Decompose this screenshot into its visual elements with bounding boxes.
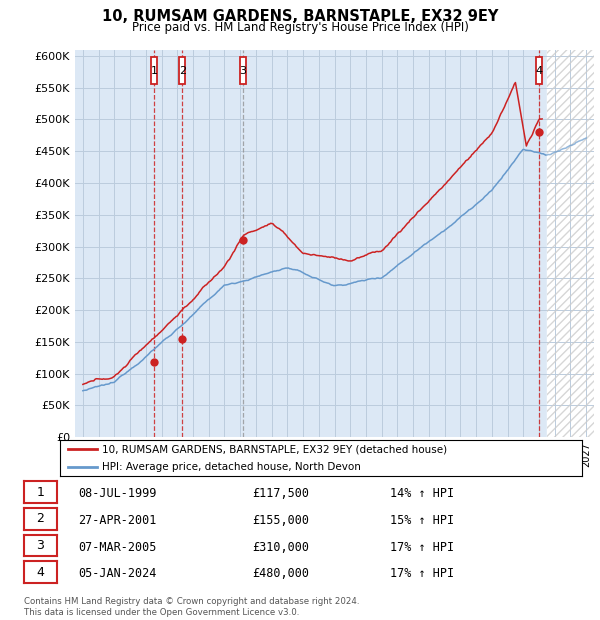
Text: 07-MAR-2005: 07-MAR-2005	[78, 541, 157, 554]
Text: 14% ↑ HPI: 14% ↑ HPI	[390, 487, 454, 500]
Text: 1: 1	[151, 66, 157, 76]
Text: 05-JAN-2024: 05-JAN-2024	[78, 567, 157, 580]
Text: Contains HM Land Registry data © Crown copyright and database right 2024.
This d: Contains HM Land Registry data © Crown c…	[24, 598, 359, 617]
Text: 3: 3	[239, 66, 247, 76]
Text: 2: 2	[179, 66, 186, 76]
Text: 4: 4	[37, 565, 44, 578]
Text: 17% ↑ HPI: 17% ↑ HPI	[390, 541, 454, 554]
Text: 10, RUMSAM GARDENS, BARNSTAPLE, EX32 9EY: 10, RUMSAM GARDENS, BARNSTAPLE, EX32 9EY	[102, 9, 498, 24]
Text: 4: 4	[536, 66, 542, 76]
Text: 27-APR-2001: 27-APR-2001	[78, 514, 157, 527]
Text: 1: 1	[37, 485, 44, 498]
Bar	[547, 50, 594, 437]
Text: HPI: Average price, detached house, North Devon: HPI: Average price, detached house, Nort…	[102, 461, 361, 472]
FancyBboxPatch shape	[179, 58, 185, 84]
Text: £310,000: £310,000	[252, 541, 309, 554]
FancyBboxPatch shape	[240, 58, 246, 84]
FancyBboxPatch shape	[151, 58, 157, 84]
Text: £480,000: £480,000	[252, 567, 309, 580]
Bar	[547, 50, 594, 437]
Text: 2: 2	[37, 512, 44, 525]
Text: 17% ↑ HPI: 17% ↑ HPI	[390, 567, 454, 580]
FancyBboxPatch shape	[536, 58, 542, 84]
Text: 08-JUL-1999: 08-JUL-1999	[78, 487, 157, 500]
Text: £155,000: £155,000	[252, 514, 309, 527]
Text: 15% ↑ HPI: 15% ↑ HPI	[390, 514, 454, 527]
Text: £117,500: £117,500	[252, 487, 309, 500]
Text: Price paid vs. HM Land Registry's House Price Index (HPI): Price paid vs. HM Land Registry's House …	[131, 21, 469, 34]
Text: 10, RUMSAM GARDENS, BARNSTAPLE, EX32 9EY (detached house): 10, RUMSAM GARDENS, BARNSTAPLE, EX32 9EY…	[102, 445, 447, 454]
Text: 3: 3	[37, 539, 44, 552]
